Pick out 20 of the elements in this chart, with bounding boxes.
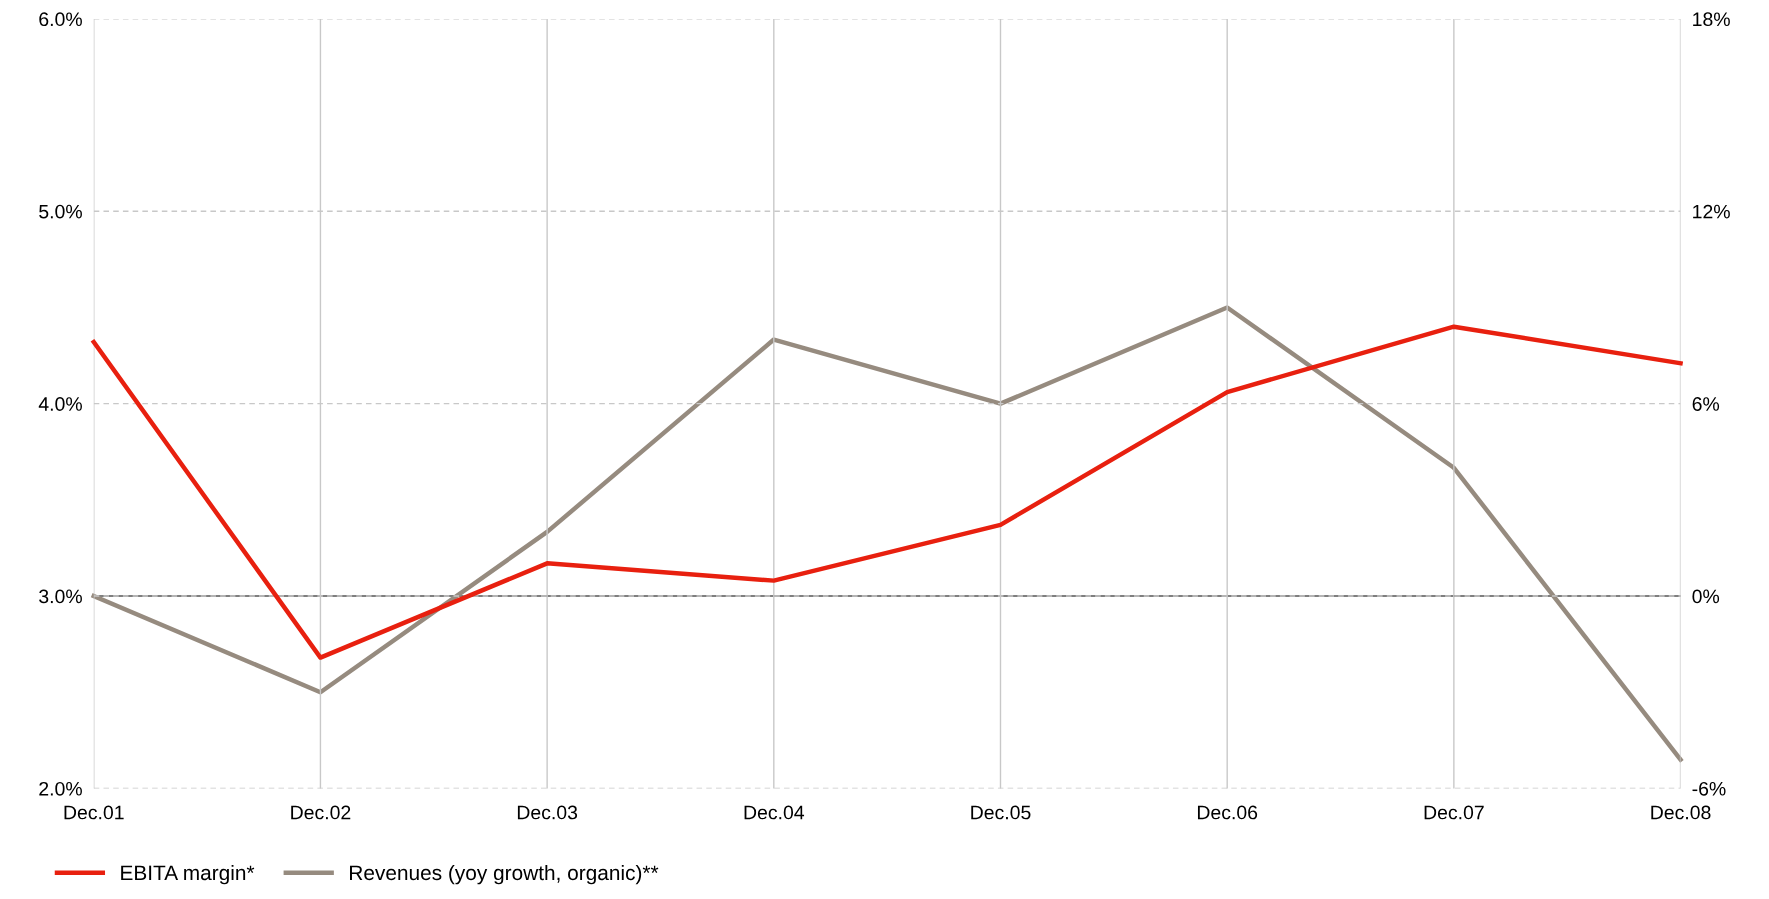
y-tick-label: 5.0%	[39, 204, 82, 219]
x-tick-label: Dec.08	[1651, 805, 1711, 820]
x-tick-label: Dec.05	[971, 805, 1031, 820]
y-tick-label: 4.0%	[38, 397, 82, 411]
x-tick-label: Dec.02	[291, 805, 351, 820]
x-tick-label: Dec.03	[517, 805, 578, 820]
y-tick-label: 2.0%	[39, 781, 82, 796]
legend-label: Revenues (yoy growth, organic)**	[350, 864, 659, 885]
x-tick-label: Dec.04	[744, 805, 805, 820]
y-tick-label: 3.0%	[39, 589, 82, 604]
x-tick-label: Dec.01	[64, 805, 124, 820]
y2-tick-label: -6%	[1692, 781, 1726, 796]
x-tick-label: Dec.07	[1424, 805, 1484, 820]
y2-tick-label: 0%	[1692, 589, 1720, 604]
y-tick-label: 6.0%	[39, 12, 82, 27]
y2-tick-label: 6%	[1692, 397, 1720, 411]
x-tick-label: Dec.06	[1197, 805, 1258, 820]
y2-tick-label: 18%	[1693, 12, 1730, 27]
legend-label: EBITA margin*	[121, 864, 255, 885]
y2-tick-label: 12%	[1693, 204, 1730, 219]
